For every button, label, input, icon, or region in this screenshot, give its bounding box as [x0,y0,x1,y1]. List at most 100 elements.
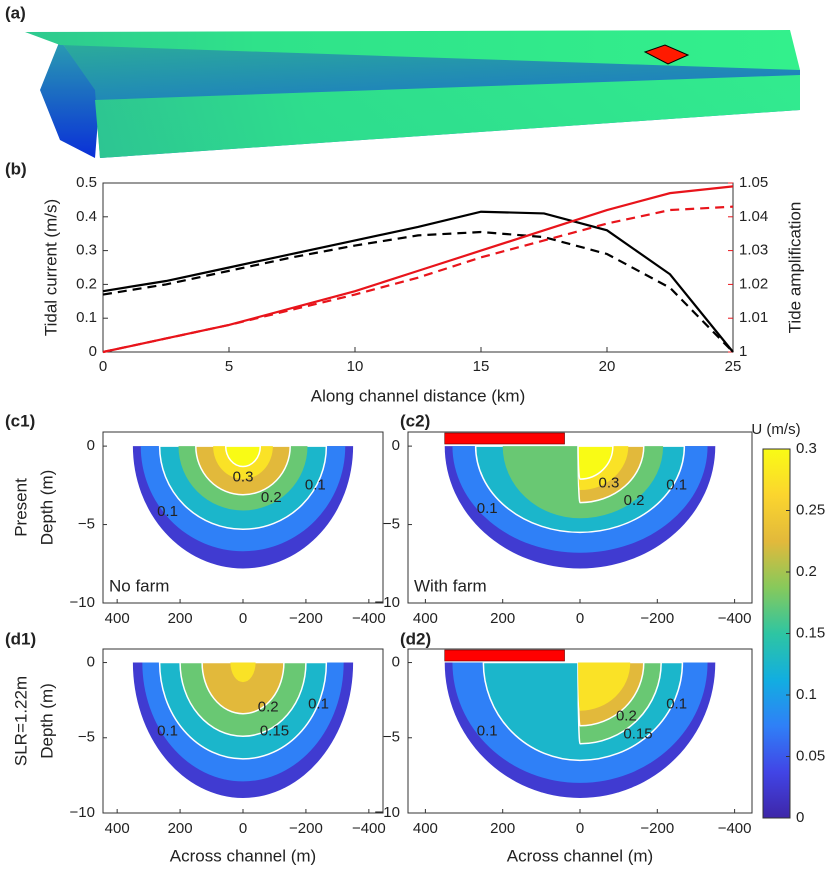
panel-label: (b) [5,159,27,178]
x-tick-label: −400 [718,820,752,837]
x-tick-label: 0 [99,358,107,375]
x-tick-label: 15 [473,358,490,375]
y-tick-label: −10 [70,804,95,821]
panel-label: (c2) [400,411,430,430]
y-axis-label: Depth (m) [37,683,56,759]
series-line [102,205,734,354]
colorbar-tick-label: 0.1 [796,686,817,703]
y2-tick-label: 1 [739,343,747,360]
x-axis-label: Along channel distance (km) [311,386,526,405]
channel-top [25,30,800,70]
x-tick-label: 20 [599,358,616,375]
x-tick-label: 25 [725,358,742,375]
farm-marker [643,44,690,65]
x-tick-label: 10 [347,358,364,375]
colorbar [762,448,791,819]
contour-label: 0.2 [624,492,645,509]
y2-tick-label: 1.02 [739,275,768,292]
y-tick-label: −10 [70,594,95,611]
panel-label: (c1) [5,411,35,430]
contour-label: 0.2 [261,489,282,506]
contour-band [224,445,262,468]
contour-label: 0.1 [666,476,687,493]
panel-label: (a) [5,3,26,22]
y-tick-label: −5 [383,729,400,746]
x-tick-label: 200 [168,610,193,627]
colorbar-tick-label: 0.3 [796,440,817,457]
x-tick-label: 400 [413,820,438,837]
x-tick-label: 5 [225,358,233,375]
x-tick-label: 0 [576,820,584,837]
contour-label: 0.15 [260,723,289,740]
colorbar-tick-label: 0.25 [796,501,825,518]
contour-label: 0.1 [305,476,326,493]
plot-frame [102,182,734,353]
y-tick-label: −10 [375,804,400,821]
x-tick-label: 0 [576,610,584,627]
channel-inner [95,75,800,158]
series-line [102,185,734,354]
contour-label: 0.1 [477,723,498,740]
y-tick-label: −10 [375,594,400,611]
y2-axis-label: Tide amplification [785,202,804,334]
y2-tick-label: 1.01 [739,309,768,326]
annotation: No farm [109,576,169,595]
y-tick-label: 0 [392,437,400,454]
y-tick-label: 0 [87,654,95,671]
y-tick-label: 0.4 [76,208,97,225]
farm-bar [444,432,565,445]
y-axis-label: Depth (m) [37,470,56,546]
colorbar-tick-label: 0.2 [796,563,817,580]
contour-label: 0.2 [258,699,279,716]
y-tick-label: 0 [89,343,97,360]
x-tick-label: −400 [352,820,386,837]
y-tick-label: 0 [392,654,400,671]
x-tick-label: 400 [413,610,438,627]
panel-label: (d1) [5,629,36,648]
x-tick-label: 200 [490,820,515,837]
contour-label: 0.1 [477,500,498,517]
y-tick-label: 0.2 [76,275,97,292]
y-tick-label: 0.5 [76,174,97,191]
y-tick-label: 0.3 [76,242,97,259]
contour-band [230,662,256,683]
x-tick-label: 0 [239,610,247,627]
contour-label: 0.1 [157,503,178,520]
x-tick-label: −200 [289,610,323,627]
colorbar-tick-label: 0 [796,809,804,826]
contour-label: 0.15 [623,726,652,743]
y2-tick-label: 1.05 [739,174,768,191]
farm-bar [444,649,565,662]
x-axis-label: Across channel (m) [170,846,316,865]
series-line [102,210,734,353]
y-tick-label: −5 [78,729,95,746]
row-label: SLR=1.22m [11,676,30,766]
annotation: With farm [414,576,487,595]
x-tick-label: −200 [289,820,323,837]
x-tick-label: −400 [718,610,752,627]
contour-label: 0.1 [666,696,687,713]
contour-band [578,662,631,711]
x-tick-label: 200 [168,820,193,837]
contour-label: 0.3 [599,475,620,492]
row-label: Present [11,478,30,537]
colorbar-tick-label: 0.15 [796,624,825,641]
y-tick-label: −5 [78,516,95,533]
contour-label: 0.1 [157,723,178,740]
contour-label: 0.1 [308,696,329,713]
x-tick-label: 400 [105,610,130,627]
colorbar-title: U (m/s) [751,421,800,438]
y2-tick-label: 1.03 [739,242,768,259]
x-tick-label: −200 [640,610,674,627]
series-line [102,230,734,353]
colorbar-tick-label: 0.05 [796,747,825,764]
panel-label: (d2) [400,629,431,648]
y-tick-label: −5 [383,516,400,533]
channel-end [40,40,100,158]
x-tick-label: 400 [105,820,130,837]
x-axis-label: Across channel (m) [507,846,653,865]
x-tick-label: 0 [239,820,247,837]
y-tick-label: 0.1 [76,309,97,326]
y2-tick-label: 1.04 [739,208,768,225]
